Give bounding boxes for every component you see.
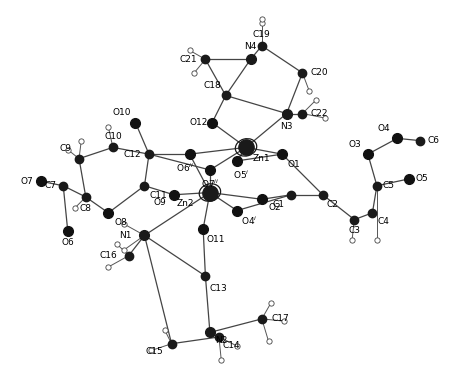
Text: C3: C3 <box>348 226 360 235</box>
Text: O12: O12 <box>190 118 208 127</box>
Text: C8: C8 <box>80 204 92 213</box>
Text: O3: O3 <box>349 140 362 149</box>
Text: C16: C16 <box>100 251 117 260</box>
Text: C11: C11 <box>149 191 167 200</box>
Text: N1: N1 <box>119 231 132 240</box>
Text: C19: C19 <box>253 30 271 39</box>
Text: C17: C17 <box>271 314 289 323</box>
Text: O8: O8 <box>115 218 128 227</box>
Text: O4$^{i}$: O4$^{i}$ <box>241 214 258 227</box>
Text: O5: O5 <box>416 174 428 183</box>
Text: C1: C1 <box>273 200 284 209</box>
Text: C22: C22 <box>311 109 328 118</box>
Text: C18: C18 <box>203 81 221 90</box>
Text: Zn2: Zn2 <box>176 199 194 208</box>
Text: N2: N2 <box>215 336 228 345</box>
Text: C5: C5 <box>382 181 394 190</box>
Text: O6: O6 <box>61 238 74 247</box>
Text: O1: O1 <box>287 159 300 168</box>
Text: N3: N3 <box>281 122 293 131</box>
Text: C14: C14 <box>223 341 240 350</box>
Text: O6$^{ii}$: O6$^{ii}$ <box>176 161 194 174</box>
Text: O11: O11 <box>207 235 225 244</box>
Text: O4: O4 <box>377 124 390 133</box>
Text: Zn1: Zn1 <box>253 154 271 163</box>
Text: C4: C4 <box>378 217 390 226</box>
Text: C9: C9 <box>60 144 72 153</box>
Text: C6: C6 <box>428 136 439 145</box>
Text: C10: C10 <box>104 132 122 141</box>
Text: O2: O2 <box>268 203 281 212</box>
Text: C20: C20 <box>311 68 328 77</box>
Text: C7: C7 <box>45 181 56 190</box>
Text: N4: N4 <box>245 42 257 51</box>
Text: C13: C13 <box>209 284 227 293</box>
Text: C2: C2 <box>327 200 338 209</box>
Text: O10: O10 <box>113 108 131 117</box>
Text: O7: O7 <box>21 177 34 186</box>
Text: O7$^{ii}$: O7$^{ii}$ <box>201 177 219 190</box>
Text: O9: O9 <box>154 199 167 208</box>
Text: C12: C12 <box>123 150 141 159</box>
Text: O5$^{i}$: O5$^{i}$ <box>233 168 250 180</box>
Text: C21: C21 <box>180 55 197 64</box>
Text: C15: C15 <box>146 347 163 356</box>
